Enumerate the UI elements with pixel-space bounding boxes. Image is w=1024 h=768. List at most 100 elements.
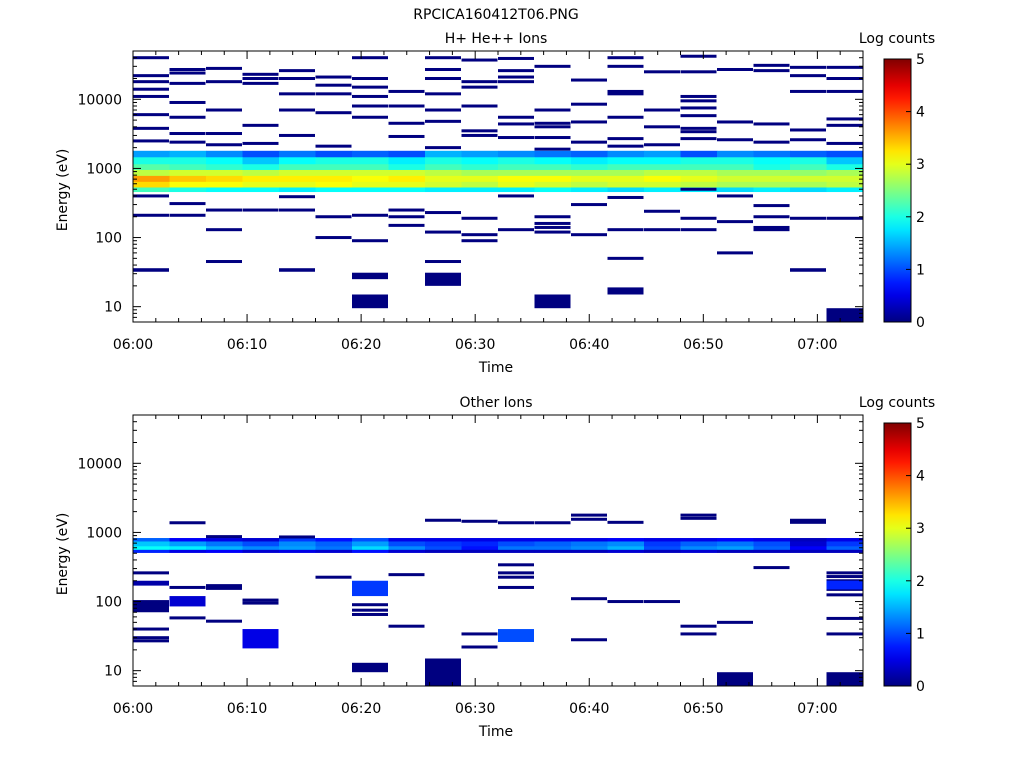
heatmap-cell	[206, 150, 243, 158]
axes: 06:00 06:10 06:20 06:30 06:40 06:50 07:00 10 100…	[77, 50, 864, 353]
count-bar	[315, 144, 352, 148]
count-bar	[206, 143, 242, 147]
heatmap-cell	[352, 541, 389, 547]
count-bar	[279, 69, 315, 73]
heatmap-cell	[680, 169, 718, 177]
count-bar	[315, 111, 352, 115]
heatmap-cell	[425, 164, 462, 171]
count-bar	[790, 518, 826, 522]
colorbar-tick-label: 1	[916, 626, 925, 642]
count-bar	[790, 65, 826, 69]
count-bar	[425, 518, 461, 522]
x-tick-label: 06:10	[227, 337, 267, 353]
heatmap-cell	[169, 157, 207, 165]
count-bar	[279, 208, 315, 212]
count-bar	[133, 94, 169, 98]
heatmap-cell	[461, 549, 499, 553]
heatmap-cell	[498, 175, 535, 183]
count-block	[169, 596, 206, 607]
heatmap-cell	[753, 150, 791, 158]
heatmap-cell	[352, 169, 389, 177]
heatmap-cell	[206, 181, 243, 188]
heatmap-cell	[315, 157, 353, 165]
count-bar	[680, 187, 717, 191]
heatmap-cell	[717, 549, 754, 553]
count-bar	[388, 104, 425, 108]
count-bar	[206, 228, 242, 232]
heatmap-cell	[315, 549, 353, 553]
count-bar	[461, 58, 498, 62]
heatmap-cell	[388, 164, 426, 171]
x-tick-label: 06:10	[227, 701, 267, 717]
heatmap-cell	[790, 150, 827, 158]
heatmap-cell	[790, 181, 827, 188]
heatmap-cell	[315, 164, 353, 171]
heatmap-cell	[717, 164, 754, 171]
count-bar	[425, 146, 461, 150]
count-bar	[826, 632, 863, 636]
count-bar	[352, 612, 388, 616]
count-bar	[352, 603, 388, 607]
heatmap-cell	[169, 175, 207, 183]
heatmap-cell	[790, 175, 827, 183]
heatmap-cell	[242, 175, 280, 183]
heatmap-cell	[352, 150, 389, 158]
count-bar	[206, 584, 242, 588]
heatmap-cell	[242, 187, 280, 193]
heatmap-cell	[644, 175, 681, 183]
heatmap-cell	[644, 541, 681, 547]
count-bar	[425, 211, 461, 215]
count-bar	[607, 92, 644, 96]
count-bar	[133, 636, 169, 640]
heatmap-cell	[607, 169, 645, 177]
heatmap-cell	[644, 157, 681, 165]
count-bar	[534, 64, 571, 68]
count-bar	[133, 213, 169, 217]
count-bar	[242, 77, 279, 81]
heatmap-cell	[461, 541, 499, 547]
count-bar	[133, 80, 169, 84]
heatmap-cell	[133, 549, 170, 553]
heatmap-cell	[352, 549, 389, 553]
count-bar	[717, 620, 753, 624]
heatmap-cell	[425, 157, 462, 165]
heatmap-cell	[461, 181, 499, 188]
count-bar	[753, 63, 790, 67]
y-tick-label: 100	[95, 231, 122, 247]
heatmap-cell	[169, 150, 207, 158]
count-bar	[425, 67, 461, 71]
colorbar-tick-label: 3	[916, 521, 925, 537]
heatmap-cell	[571, 541, 608, 547]
heatmap-cell	[571, 187, 608, 193]
count-bar	[571, 638, 607, 642]
heatmap-cell	[534, 549, 572, 553]
count-bar	[242, 123, 279, 127]
count-bar	[352, 104, 388, 108]
count-block	[242, 629, 279, 649]
heatmap-cell	[753, 546, 791, 551]
count-bar	[352, 77, 388, 81]
heatmap-cell	[571, 546, 608, 551]
count-bar	[352, 213, 388, 217]
count-bar	[607, 520, 644, 524]
x-tick-label: 06:50	[683, 337, 723, 353]
plot-area	[133, 54, 864, 322]
count-bar	[133, 639, 169, 643]
heatmap-cell	[498, 546, 535, 551]
count-bar	[461, 233, 498, 237]
count-bar	[534, 108, 571, 112]
x-tick-label: 06:00	[113, 337, 153, 353]
heatmap-cell	[571, 169, 608, 177]
heatmap-cell	[571, 164, 608, 171]
heatmap-cell	[498, 181, 535, 188]
count-bar	[461, 216, 498, 220]
count-bar	[498, 563, 534, 567]
count-bar	[753, 69, 790, 73]
heatmap-cell	[717, 541, 754, 547]
count-bar	[680, 94, 717, 98]
heatmap-cell	[571, 150, 608, 158]
colorbar-tick-label: 0	[916, 315, 925, 331]
heatmap-cell	[607, 175, 645, 183]
heatmap-cell	[279, 157, 316, 165]
x-tick-label: 06:40	[569, 701, 609, 717]
